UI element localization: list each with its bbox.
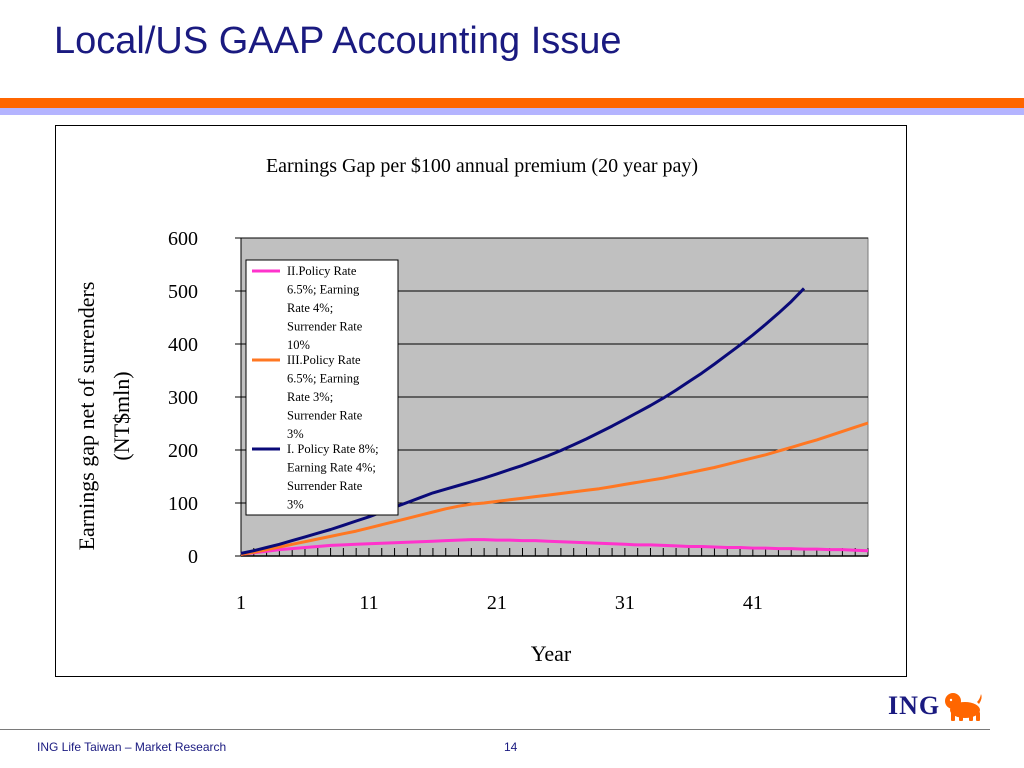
x-axis-label: Year bbox=[531, 641, 572, 666]
y-tick-label: 200 bbox=[168, 440, 198, 462]
y-tick-label: 600 bbox=[168, 228, 198, 250]
series-line-1 bbox=[240, 538, 869, 556]
y-tick-label: 0 bbox=[188, 546, 198, 568]
footer-divider bbox=[0, 729, 990, 730]
page-title: Local/US GAAP Accounting Issue bbox=[54, 20, 622, 62]
x-tick-label: 11 bbox=[359, 592, 378, 614]
header-stripe-blue bbox=[0, 108, 1024, 115]
x-tick-label: 21 bbox=[487, 592, 507, 614]
legend-label: II.Policy Rate 6.5%; Earning Rate 4%; Surre… bbox=[287, 264, 363, 352]
x-tick-label: 41 bbox=[743, 592, 763, 614]
chart-title: Earnings Gap per $100 annual premium (20… bbox=[266, 155, 698, 177]
ing-logo: ING bbox=[888, 690, 983, 722]
series-line-3 bbox=[240, 287, 806, 555]
y-axis-label-line1: Earnings gap net of surrenders bbox=[74, 282, 99, 551]
y-tick-label: 100 bbox=[168, 493, 198, 515]
y-tick-label: 400 bbox=[168, 334, 198, 356]
line-chart: Earnings Gap per $100 annual premium (20… bbox=[74, 155, 869, 666]
y-tick-label: 300 bbox=[168, 387, 198, 409]
footer-source: ING Life Taiwan – Market Research bbox=[37, 740, 227, 754]
legend-label: III.Policy Rate 6.5%; Earning Rate 3%; Surr… bbox=[287, 353, 363, 441]
legend-box bbox=[245, 259, 399, 516]
x-tick-label: 31 bbox=[615, 592, 635, 614]
logo-text: ING bbox=[888, 691, 941, 720]
y-axis-label-line2: (NT$mln) bbox=[109, 371, 134, 460]
header-stripe-orange bbox=[0, 98, 1024, 108]
lion-icon bbox=[945, 693, 982, 721]
page-number: 14 bbox=[504, 740, 518, 754]
legend-label: I. Policy Rate 8%; Earning Rate 4%; Surren… bbox=[287, 442, 379, 512]
x-tick-label: 1 bbox=[236, 592, 246, 614]
series-line-2 bbox=[240, 421, 869, 556]
y-tick-label: 500 bbox=[168, 281, 198, 303]
chart-frame: Earnings Gap per $100 annual premium (20… bbox=[55, 125, 907, 677]
